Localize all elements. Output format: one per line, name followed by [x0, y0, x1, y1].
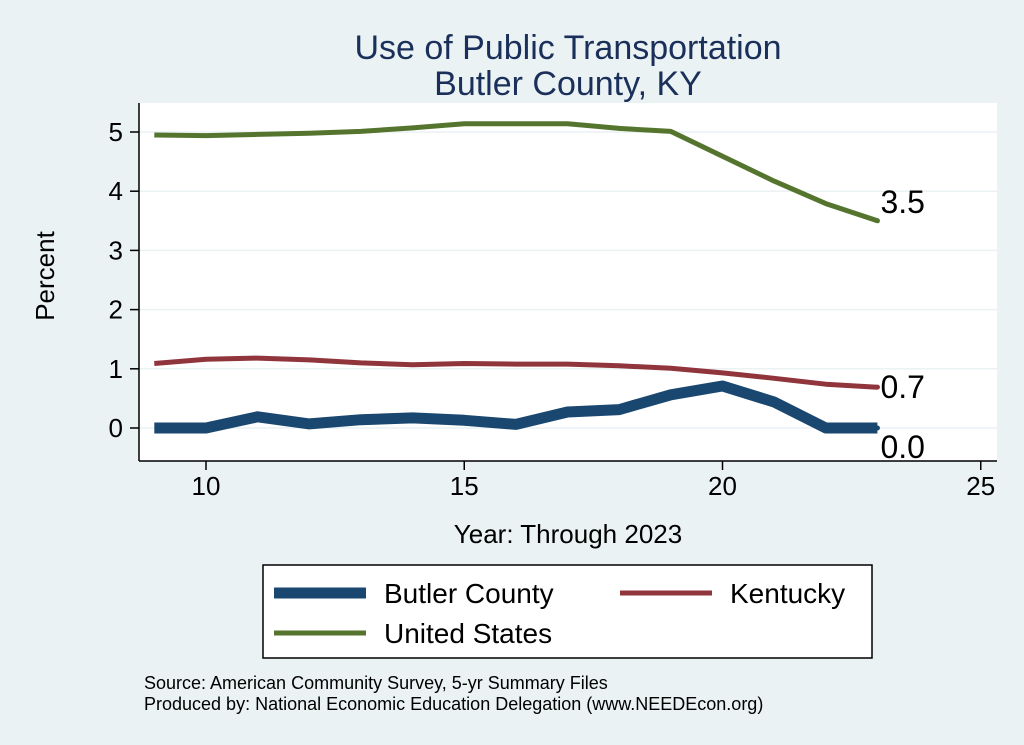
legend-label-butler-county: Butler County [384, 578, 554, 609]
y-tick-label-2: 2 [109, 295, 123, 325]
y-axis-label: Percent [30, 230, 60, 320]
chart-title-line-1: Use of Public Transportation [354, 29, 781, 67]
x-axis-label: Year: Through 2023 [454, 519, 682, 549]
y-tick-label-4: 4 [109, 176, 123, 206]
series-line-united-states [154, 121, 879, 224]
series-line-kentucky [154, 355, 878, 390]
y-tick-label-1: 1 [109, 354, 123, 384]
end-labels: 3.5 0.7 0.0 [880, 184, 924, 465]
plot-area [139, 103, 997, 461]
end-point-butler-county [874, 425, 880, 431]
legend-label-united-states: United States [384, 618, 552, 649]
x-tick-label-20: 20 [708, 471, 737, 501]
legend: Butler County Kentucky United States [262, 564, 873, 659]
end-label-kentucky: 0.7 [880, 369, 924, 405]
series-line-butler-county [154, 380, 878, 434]
producer-note: Produced by: National Economic Education… [144, 694, 763, 714]
x-tick-label-25: 25 [966, 471, 995, 501]
end-point-kentucky [874, 384, 880, 390]
series-lines [154, 121, 880, 434]
x-tick-label-10: 10 [192, 471, 221, 501]
axes [130, 103, 997, 470]
y-tick-label-3: 3 [109, 235, 123, 265]
y-tick-label-0: 0 [109, 413, 123, 443]
end-label-butler-county: 0.0 [880, 429, 924, 465]
legend-label-kentucky: Kentucky [730, 578, 845, 609]
y-tick-label-5: 5 [109, 117, 123, 147]
source-note: Source: American Community Survey, 5-yr … [144, 673, 608, 693]
tick-labels: 0 1 2 3 4 5 10 15 20 25 [109, 117, 996, 501]
chart-title-line-2: Butler County, KY [434, 65, 702, 103]
end-point-united-states [874, 218, 880, 224]
x-tick-label-15: 15 [450, 471, 479, 501]
end-label-united-states: 3.5 [880, 184, 924, 220]
gridlines [139, 131, 997, 429]
legend-box [262, 564, 873, 659]
